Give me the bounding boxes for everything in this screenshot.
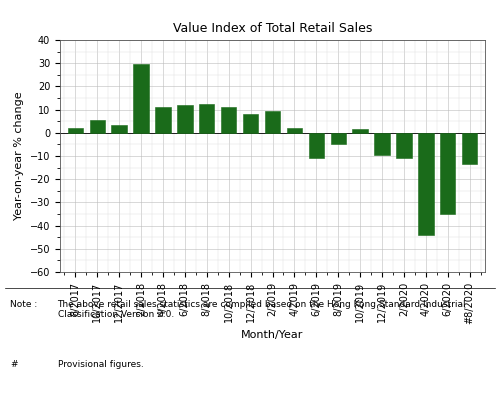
Bar [177, 105, 192, 133]
Bar [156, 107, 170, 133]
Bar [112, 125, 127, 133]
Bar [462, 133, 477, 164]
Title: Value Index of Total Retail Sales: Value Index of Total Retail Sales [173, 22, 372, 35]
Bar [330, 133, 346, 144]
Bar [199, 104, 214, 133]
Bar [90, 120, 105, 133]
Text: Provisional figures.: Provisional figures. [58, 360, 144, 369]
Bar [265, 111, 280, 133]
Bar [134, 64, 148, 133]
Bar [440, 133, 456, 214]
Bar [286, 128, 302, 133]
Bar [418, 133, 434, 235]
Bar [374, 133, 390, 155]
Text: Note :: Note : [10, 300, 37, 309]
Bar [221, 107, 236, 133]
Bar [396, 133, 411, 158]
Bar [243, 114, 258, 133]
Text: The above retail sales statistics are compiled based on the Hong Kong Standard I: The above retail sales statistics are co… [58, 300, 466, 319]
Y-axis label: Year-on-year % change: Year-on-year % change [14, 92, 24, 220]
Bar [352, 129, 368, 133]
Bar [308, 133, 324, 158]
X-axis label: Month/Year: Month/Year [242, 330, 304, 340]
Text: #: # [10, 360, 18, 369]
Bar [68, 128, 83, 133]
